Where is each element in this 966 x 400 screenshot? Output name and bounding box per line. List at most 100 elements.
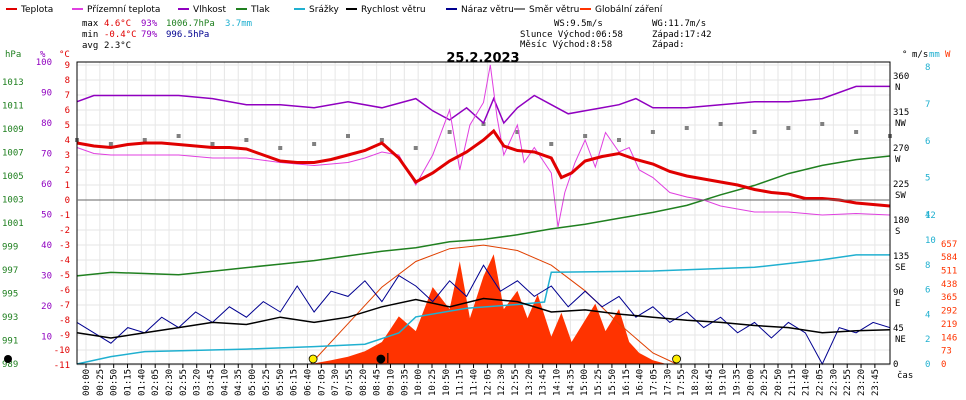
x-tick-label: 04:35	[234, 369, 244, 396]
wind-direction-point	[278, 146, 283, 150]
wind-direction-point	[549, 142, 554, 146]
x-tick-label: 18:45	[705, 369, 715, 396]
temperature-tick-label: 8	[65, 76, 70, 86]
x-tick-label: 10:50	[442, 369, 452, 396]
solar-max-curve	[310, 244, 677, 365]
direction-tick-compass: E	[895, 299, 900, 309]
pressure-tick-label: 993	[2, 313, 18, 323]
unit-mm: mm	[929, 50, 940, 60]
direction-tick-compass: N	[895, 83, 900, 93]
legend-label: Náraz větru	[461, 5, 514, 15]
pressure-line	[76, 155, 891, 277]
sun-moon-info: WS:9.5m/s WG:11.7m/s Slunce Východ:06:58…	[520, 19, 712, 50]
legend-label: Vlhkost	[193, 5, 226, 15]
pressure-tick-label: 1005	[2, 172, 24, 182]
direction-tick-compass: S	[895, 227, 900, 237]
wind-direction-point	[854, 130, 859, 134]
x-tick-label: 21:15	[788, 369, 798, 396]
x-tick-label: 09:10	[386, 369, 396, 396]
stats-max-pressure: 1006.7hPa	[166, 19, 215, 29]
wind-direction-point	[176, 134, 181, 138]
unit-degrees: °	[902, 50, 907, 60]
x-tick-label: 07:05	[317, 369, 327, 396]
wind-direction-point	[515, 130, 520, 134]
x-tick-label: 11:40	[470, 369, 480, 396]
plot-frame	[76, 61, 891, 365]
x-tick-label: 12:05	[483, 369, 493, 396]
rain-cumulative-line	[76, 254, 890, 365]
info-wind-gust: WG:11.7m/s	[652, 19, 706, 29]
temperature-tick-label: 3	[65, 151, 70, 161]
x-tick-label: 16:40	[636, 369, 646, 396]
pressure-tick-label: 1001	[2, 219, 24, 229]
x-tick-label: 16:15	[622, 369, 632, 396]
temperature-tick-label: 5	[65, 121, 70, 131]
sunset-icon	[672, 354, 681, 364]
temperature-tick-label: -8	[59, 316, 70, 326]
x-tick-label: 03:20	[193, 369, 203, 396]
direction-tick-compass: SW	[895, 191, 906, 201]
temperature-tick-label: -1	[59, 211, 70, 221]
x-tick-label: 23:45	[871, 369, 881, 396]
x-tick-label: 02:55	[179, 369, 189, 396]
mm-tick-label: 8	[925, 261, 930, 271]
ms-tick-label: 8	[925, 63, 930, 73]
stats-max-label: max	[82, 19, 99, 29]
x-tick-label: 22:30	[829, 369, 839, 396]
temperature-tick-label: -4	[59, 256, 70, 266]
unit-celsius: °C	[59, 50, 70, 60]
wind-direction-point	[718, 122, 723, 126]
wind-direction-point	[650, 130, 655, 134]
unit-w: W	[945, 50, 951, 60]
ms-tick-label: 4	[925, 211, 930, 221]
humidity-tick-label: 100	[36, 58, 52, 68]
radiation-tick-label: 657	[941, 240, 957, 250]
left-axis-ticks: 1013101110091007100510031001999997995993…	[2, 58, 70, 371]
series-layer	[75, 64, 892, 366]
legend-label: Rychlost větru	[361, 5, 426, 15]
x-tick-label: 13:20	[525, 369, 535, 396]
radiation-tick-label: 219	[941, 320, 957, 330]
radiation-tick-label: 365	[941, 293, 957, 303]
x-tick-label: 13:45	[539, 369, 549, 396]
wind-direction-point	[142, 138, 147, 142]
temperature-tick-label: -10	[54, 346, 70, 356]
stats-min-humidity: 79%	[141, 30, 158, 40]
chart-title: 25.2.2023	[446, 51, 519, 66]
mm-tick-label: 10	[925, 236, 936, 246]
wind-direction-point	[244, 138, 249, 142]
pressure-tick-label: 999	[2, 243, 18, 253]
humidity-tick-label: 50	[41, 211, 52, 221]
radiation-tick-label: 0	[941, 360, 946, 370]
x-tick-label: 08:45	[373, 369, 383, 396]
x-tick-label: 02:05	[151, 369, 161, 396]
info-moon-rise: Měsíc Východ:8:58	[520, 40, 612, 50]
info-wind-speed: WS:9.5m/s	[554, 19, 603, 29]
humidity-tick-label: 60	[41, 180, 52, 190]
wind-direction-point	[346, 134, 350, 138]
temperature-tick-label: 2	[65, 166, 70, 176]
unit-ms: m/s	[912, 50, 928, 60]
legend-label: Směr větru	[529, 5, 579, 15]
x-tick-label: 10:00	[414, 369, 424, 396]
humidity-line	[76, 85, 890, 125]
pressure-tick-label: 991	[2, 337, 18, 347]
mm-tick-label: 4	[925, 310, 930, 320]
unit-hpa: hPa	[5, 50, 21, 60]
x-tick-label: 01:40	[137, 369, 147, 396]
x-tick-label: 06:15	[290, 369, 300, 396]
x-tick-label: 17:30	[663, 369, 673, 396]
legend-label: Teplota	[20, 5, 53, 15]
pressure-tick-label: 995	[2, 290, 18, 300]
sunrise-icon	[308, 354, 318, 364]
x-axis-ticks: 00:00 00:25 00:50 01:15 01:40 02:05 02:30 02:55…	[82, 364, 881, 396]
direction-tick-label: 225	[893, 180, 909, 190]
x-tick-label: 14:35	[566, 369, 576, 396]
stats-max-temp: 4.6°C	[104, 19, 131, 29]
radiation-tick-label: 584	[941, 253, 957, 263]
solar-radiation-area	[310, 254, 667, 364]
x-tick-label: 22:55	[843, 369, 853, 396]
x-tick-label: 15:00	[580, 369, 590, 396]
stats-max-humidity: 93%	[141, 19, 158, 29]
legend-label: Tlak	[250, 5, 271, 15]
